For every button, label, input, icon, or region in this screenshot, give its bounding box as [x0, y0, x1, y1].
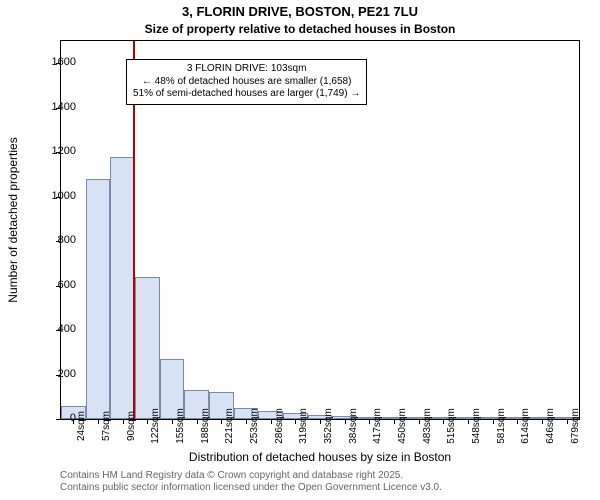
x-tick-label: 614sqm: [520, 408, 531, 444]
x-tick-label: 319sqm: [298, 408, 309, 444]
x-tick-label: 188sqm: [200, 408, 211, 444]
y-tick-label: 800: [42, 234, 76, 246]
attribution-line1: Contains HM Land Registry data © Crown c…: [60, 470, 442, 482]
x-tick-mark: [567, 419, 568, 424]
x-tick-label: 548sqm: [471, 408, 482, 444]
y-tick-label: 1600: [42, 56, 76, 68]
x-tick-mark: [295, 419, 296, 424]
y-tick-label: 1200: [42, 145, 76, 157]
x-tick-mark: [345, 419, 346, 424]
x-tick-label: 57sqm: [101, 411, 112, 441]
x-tick-mark: [246, 419, 247, 424]
x-tick-mark: [542, 419, 543, 424]
annotation-line1: 3 FLORIN DRIVE: 103sqm: [133, 63, 360, 76]
x-tick-label: 286sqm: [274, 408, 285, 444]
y-tick-label: 1000: [42, 190, 76, 202]
histogram-bar: [110, 157, 135, 419]
x-tick-label: 417sqm: [372, 408, 383, 444]
x-tick-label: 253sqm: [249, 408, 260, 444]
x-tick-mark: [197, 419, 198, 424]
x-tick-mark: [271, 419, 272, 424]
attribution-text: Contains HM Land Registry data © Crown c…: [60, 470, 442, 494]
x-tick-label: 90sqm: [126, 411, 137, 441]
y-tick-label: 200: [42, 368, 76, 380]
x-tick-mark: [123, 419, 124, 424]
annotation-line2: ← 48% of detached houses are smaller (1,…: [133, 76, 360, 89]
histogram-bar: [135, 277, 160, 419]
x-tick-mark: [419, 419, 420, 424]
x-tick-label: 24sqm: [76, 411, 87, 441]
x-tick-mark: [172, 419, 173, 424]
x-tick-mark: [320, 419, 321, 424]
x-tick-label: 450sqm: [397, 408, 408, 444]
histogram-bar: [86, 179, 111, 419]
x-axis-label: Distribution of detached houses by size …: [60, 450, 580, 464]
chart-container: 3, FLORIN DRIVE, BOSTON, PE21 7LU Size o…: [0, 0, 600, 500]
x-tick-label: 679sqm: [570, 408, 581, 444]
x-tick-mark: [98, 419, 99, 424]
y-tick-label: 600: [42, 279, 76, 291]
x-tick-label: 483sqm: [422, 408, 433, 444]
chart-title-line1: 3, FLORIN DRIVE, BOSTON, PE21 7LU: [0, 4, 600, 19]
plot-area: 3 FLORIN DRIVE: 103sqm ← 48% of detached…: [60, 40, 580, 420]
y-tick-label: 0: [42, 412, 76, 424]
x-tick-mark: [394, 419, 395, 424]
x-tick-mark: [443, 419, 444, 424]
x-tick-mark: [369, 419, 370, 424]
x-tick-label: 581sqm: [496, 408, 507, 444]
attribution-line2: Contains public sector information licen…: [60, 482, 442, 494]
x-tick-mark: [147, 419, 148, 424]
x-tick-label: 646sqm: [545, 408, 556, 444]
y-axis-label: Number of detached properties: [6, 30, 20, 410]
x-tick-label: 384sqm: [348, 408, 359, 444]
x-tick-label: 122sqm: [150, 408, 161, 444]
x-tick-mark: [221, 419, 222, 424]
x-tick-label: 515sqm: [446, 408, 457, 444]
x-tick-label: 221sqm: [224, 408, 235, 444]
annotation-box: 3 FLORIN DRIVE: 103sqm ← 48% of detached…: [126, 59, 367, 105]
y-tick-label: 400: [42, 323, 76, 335]
x-tick-mark: [493, 419, 494, 424]
x-tick-label: 352sqm: [323, 408, 334, 444]
x-tick-mark: [468, 419, 469, 424]
x-tick-label: 155sqm: [175, 408, 186, 444]
y-tick-label: 1400: [42, 101, 76, 113]
chart-title-line2: Size of property relative to detached ho…: [0, 22, 600, 36]
annotation-line3: 51% of semi-detached houses are larger (…: [133, 88, 360, 101]
x-tick-mark: [517, 419, 518, 424]
